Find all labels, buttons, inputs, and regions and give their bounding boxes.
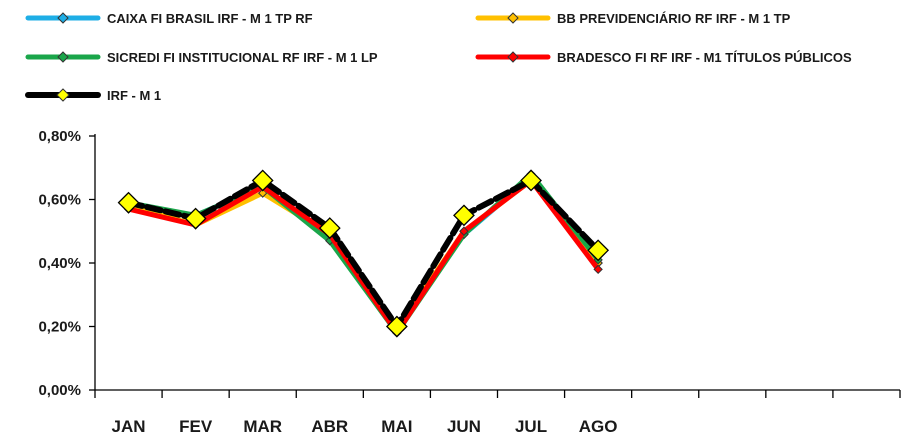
x-tick-label: MAI bbox=[381, 417, 412, 433]
data-point bbox=[453, 204, 475, 227]
data-point bbox=[117, 191, 140, 214]
data-point bbox=[318, 217, 341, 239]
series-bb-previdencia-rio-rf-irf-m-1-tp bbox=[123, 175, 603, 335]
data-point bbox=[385, 315, 408, 338]
legend-item-sicredi-fi-institucional-rf-irf-m-1-lp: SICREDI FI INSTITUCIONAL RF IRF - M 1 LP bbox=[25, 50, 378, 65]
x-tick-label: FEV bbox=[179, 417, 213, 433]
legend-item-bb-previdencia-rio-rf-irf-m-1-tp: BB PREVIDENCIÁRIO RF IRF - M 1 TP bbox=[475, 11, 791, 26]
series-line bbox=[126, 174, 601, 333]
x-tick-label: JUN bbox=[447, 417, 481, 433]
x-tick-label: MAR bbox=[243, 417, 282, 433]
data-point bbox=[459, 226, 469, 236]
y-tick-label: 0,80% bbox=[38, 128, 81, 145]
y-tick-label: 0,60% bbox=[38, 192, 81, 209]
data-point bbox=[520, 169, 542, 192]
series-line bbox=[126, 177, 601, 333]
data-point bbox=[593, 264, 603, 275]
legend-item-caixa-fi-brasil-irf-m-1-tp-rf: CAIXA FI BRASIL IRF - M 1 TP RF bbox=[25, 11, 313, 26]
legend-label: SICREDI FI INSTITUCIONAL RF IRF - M 1 LP bbox=[107, 50, 378, 65]
y-tick-label: 0,00% bbox=[38, 382, 81, 399]
legend-item-irf-m-1: IRF - M 1 bbox=[25, 88, 161, 103]
legend-marker bbox=[57, 12, 69, 24]
legend-marker bbox=[57, 51, 69, 63]
series-line bbox=[126, 171, 601, 336]
data-point bbox=[184, 207, 207, 230]
legend-label: BRADESCO FI RF IRF - M1 TÍTULOS PÚBLICOS bbox=[557, 50, 852, 65]
legend-label: BB PREVIDENCIÁRIO RF IRF - M 1 TP bbox=[557, 11, 791, 26]
legend: CAIXA FI BRASIL IRF - M 1 TP RF BB PREVID… bbox=[25, 11, 852, 103]
x-axis: JAN FEV MAR ABR MAI JUN JUL AGO bbox=[94, 389, 901, 433]
plot-area bbox=[117, 169, 610, 338]
y-tick-label: 0,20% bbox=[38, 319, 81, 336]
series-bradesco-fi-rf-irf-m1-ti-tulos-pu-blicos bbox=[123, 175, 603, 338]
data-point bbox=[587, 239, 610, 262]
legend-marker bbox=[507, 51, 519, 63]
legend-label: IRF - M 1 bbox=[107, 88, 161, 103]
y-axis: 0,00% 0,20% 0,40% 0,60% 0,80% bbox=[38, 128, 96, 399]
y-tick-label: 0,40% bbox=[38, 255, 81, 272]
series-sicredi-fi-institucional-rf-irf-m-1-lp bbox=[123, 169, 603, 338]
legend-label: CAIXA FI BRASIL IRF - M 1 TP RF bbox=[107, 11, 313, 26]
series-caixa-fi-brasil-irf-m-1-tp-rf bbox=[123, 172, 603, 335]
legend-marker bbox=[507, 12, 519, 24]
data-point bbox=[251, 169, 274, 192]
legend-item-bradesco-fi-rf-irf-m1-ti-tulos-pu-blicos: BRADESCO FI RF IRF - M1 TÍTULOS PÚBLICOS bbox=[475, 50, 852, 65]
series-line bbox=[125, 177, 602, 330]
x-tick-label: ABR bbox=[311, 417, 348, 433]
series-line bbox=[126, 177, 601, 336]
x-tick-label: JAN bbox=[112, 417, 146, 433]
legend-marker bbox=[56, 88, 70, 102]
x-tick-label: JUL bbox=[515, 417, 547, 433]
series-irf-m-1 bbox=[117, 169, 610, 338]
x-tick-label: AGO bbox=[579, 417, 618, 433]
